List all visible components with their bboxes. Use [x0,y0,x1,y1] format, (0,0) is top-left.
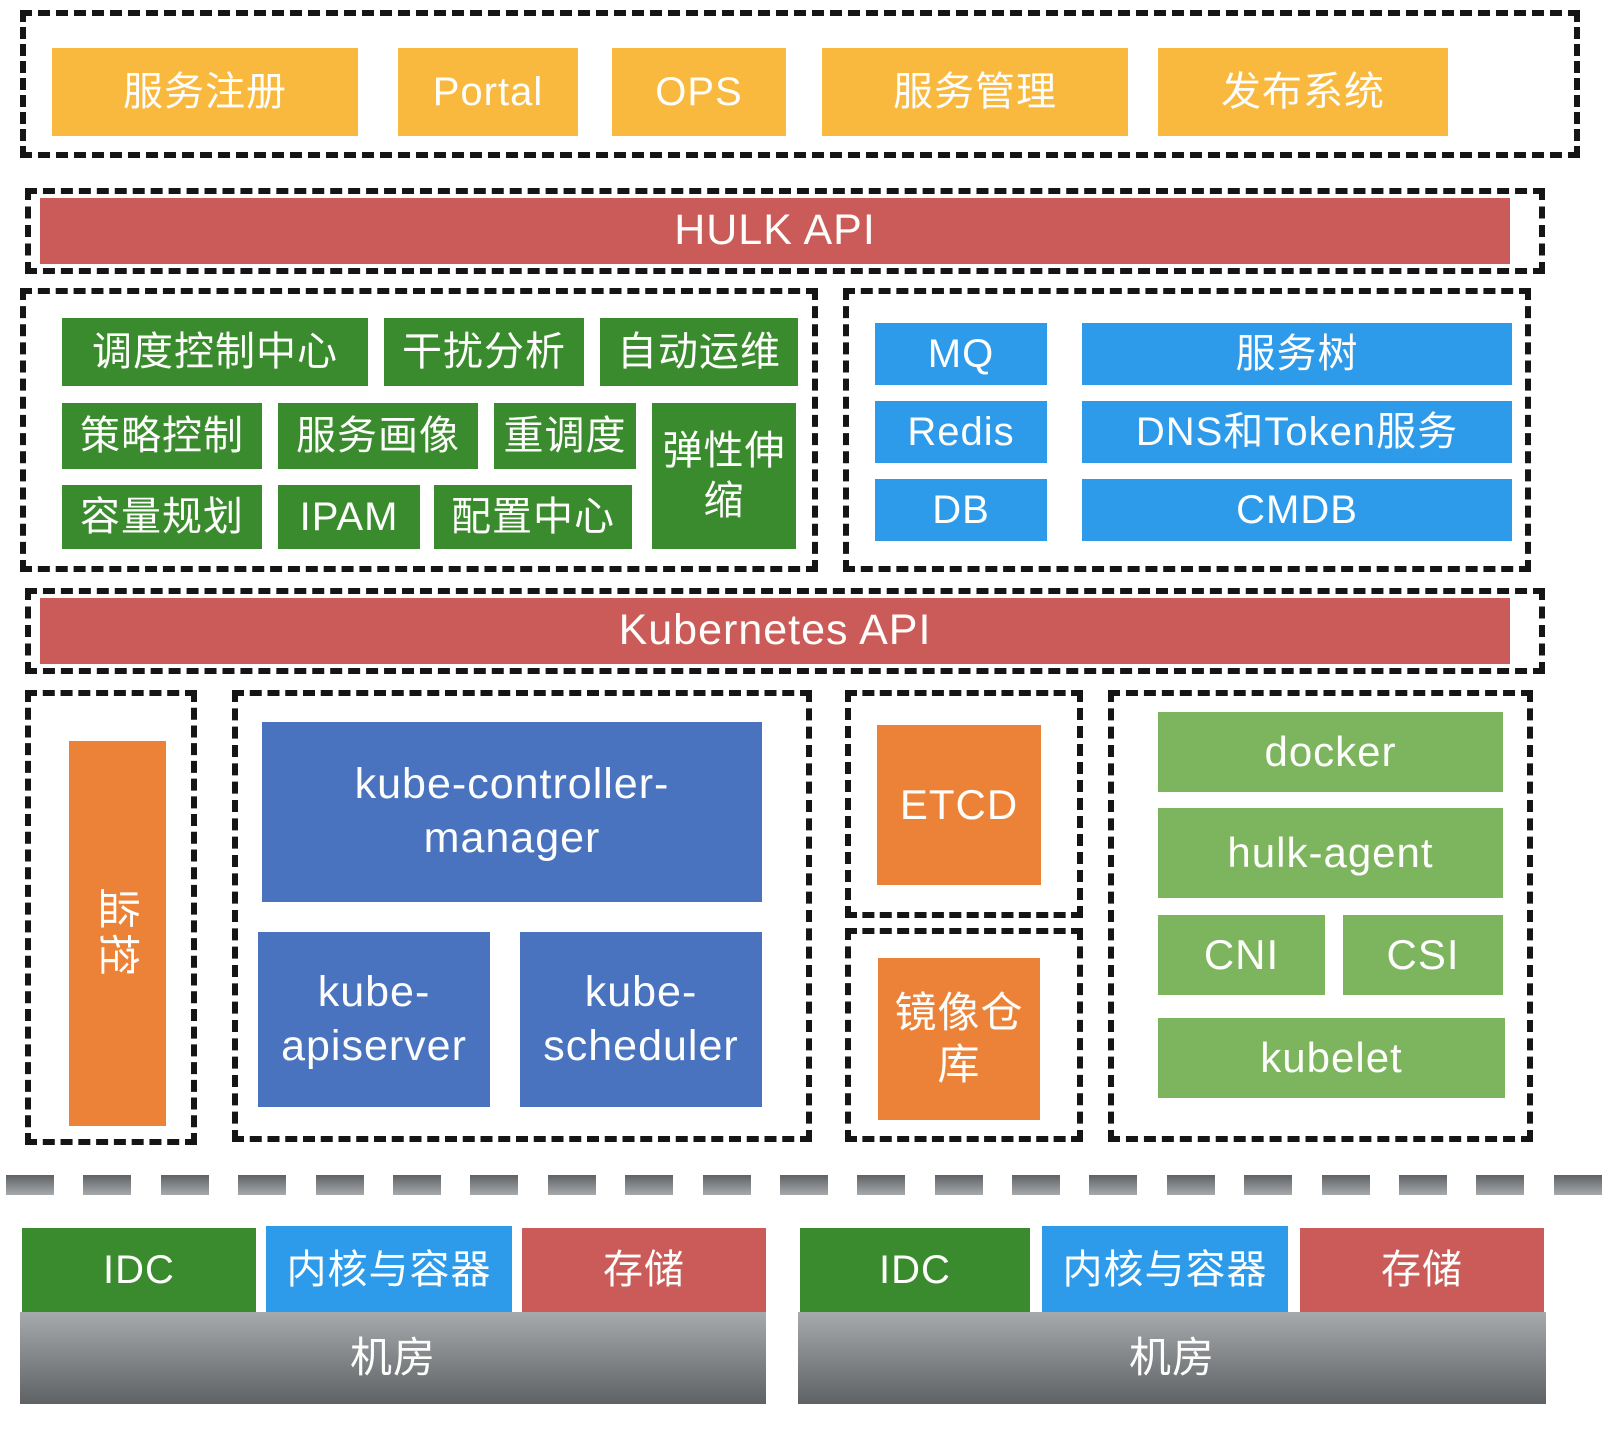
control-plane-box-scheduler: kube-scheduler [520,932,762,1107]
separator-dash [238,1175,287,1195]
dashed-separator [0,1175,1608,1195]
separator-dash [547,1175,596,1195]
platform-box-capacity-planning: 容量规划 [62,485,262,549]
separator-dash [1553,1175,1602,1195]
separator-dash [779,1175,828,1195]
middleware-box-redis: Redis [875,401,1047,463]
image-registry-box: 镜像仓库 [878,958,1040,1120]
infra-box-idc-left: IDC [22,1228,256,1312]
separator-dash [625,1175,674,1195]
middleware-box-service-tree: 服务树 [1082,323,1512,385]
platform-box-ipam: IPAM [278,485,420,549]
middleware-group: MQ 服务树 Redis DNS和Token服务 DB CMDB [843,288,1531,572]
infra-box-storage-left: 存储 [522,1228,766,1312]
monitoring-box: 监控 [69,741,166,1126]
platform-box-config-center: 配置中心 [434,485,632,549]
infra-box-datacenter-right: 机房 [798,1312,1546,1404]
app-box-service-mgmt: 服务管理 [822,48,1128,136]
kubernetes-api-group: Kubernetes API [25,588,1545,674]
infra-box-storage-right: 存储 [1300,1228,1544,1312]
node-box-hulk-agent: hulk-agent [1158,808,1503,898]
monitoring-label: 监控 [94,887,142,980]
separator-dash [160,1175,209,1195]
hulk-api-bar: HULK API [40,198,1510,264]
middleware-box-db: DB [875,479,1047,541]
etcd-box: ETCD [877,725,1041,885]
separator-dash [315,1175,364,1195]
platform-box-auto-ops: 自动运维 [600,318,798,386]
node-box-docker: docker [1158,712,1503,792]
infrastructure-cluster-right: IDC 内核与容器 存储 机房 [798,1226,1546,1404]
app-box-ops: OPS [612,48,786,136]
separator-dash [83,1175,132,1195]
node-box-csi: CSI [1343,915,1503,995]
separator-dash [6,1175,54,1195]
image-registry-group: 镜像仓库 [845,928,1083,1142]
platform-box-interference-analysis: 干扰分析 [384,318,584,386]
middleware-box-mq: MQ [875,323,1047,385]
separator-dash [1321,1175,1370,1195]
infra-box-kernel-container-left: 内核与容器 [266,1226,512,1313]
separator-dash [1089,1175,1138,1195]
node-box-cni: CNI [1158,915,1325,995]
separator-dash [1244,1175,1293,1195]
infra-box-kernel-container-right: 内核与容器 [1042,1226,1288,1313]
separator-dash [934,1175,983,1195]
infra-box-datacenter-left: 机房 [20,1312,766,1404]
hulk-api-group: HULK API [25,188,1545,274]
app-box-service-registry: 服务注册 [52,48,358,136]
control-plane-box-apiserver: kube-apiserver [258,932,490,1107]
node-group: docker hulk-agent CNI CSI kubelet [1108,690,1533,1142]
separator-dash [1399,1175,1448,1195]
app-box-release-system: 发布系统 [1158,48,1448,136]
monitoring-group: 监控 [25,690,197,1145]
platform-box-policy-control: 策略控制 [62,403,262,469]
separator-dash [702,1175,751,1195]
separator-dash [857,1175,906,1195]
platform-box-service-profile: 服务画像 [278,403,478,469]
control-plane-group: kube-controller-manager kube-apiserver k… [232,690,812,1142]
separator-dash [392,1175,441,1195]
separator-dash [470,1175,519,1195]
platform-box-elastic-scaling: 弹性伸缩 [652,403,796,549]
platform-group: 调度控制中心 干扰分析 自动运维 策略控制 服务画像 重调度 弹性伸缩 容量规划… [20,288,818,572]
app-box-portal: Portal [398,48,578,136]
infrastructure-cluster-left: IDC 内核与容器 存储 机房 [20,1226,766,1404]
kubernetes-api-bar: Kubernetes API [40,598,1510,664]
separator-dash [1012,1175,1061,1195]
middleware-box-dns-token-service: DNS和Token服务 [1082,401,1512,463]
etcd-group: ETCD [845,690,1083,918]
separator-dash [1476,1175,1525,1195]
node-box-kubelet: kubelet [1158,1018,1505,1098]
infra-box-idc-right: IDC [800,1228,1030,1312]
top-apps-group: 服务注册 Portal OPS 服务管理 发布系统 [20,10,1580,158]
platform-box-scheduling-control-center: 调度控制中心 [62,318,368,386]
separator-dash [1166,1175,1215,1195]
middleware-box-cmdb: CMDB [1082,479,1512,541]
control-plane-box-controller-manager: kube-controller-manager [262,722,762,902]
platform-box-rescheduling: 重调度 [494,403,636,469]
